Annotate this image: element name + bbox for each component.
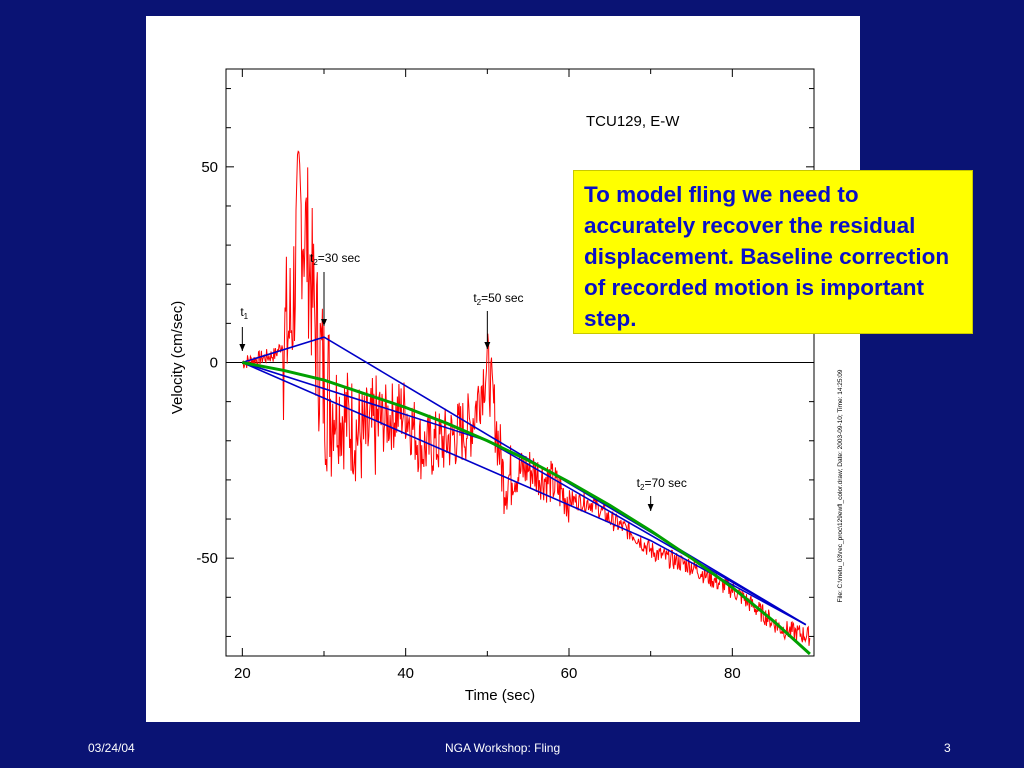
- chart-panel: 20 40 60 80 -50 0 50 Time (sec) Velocity (cm/sec…: [146, 16, 860, 722]
- footer-date: 03/24/04: [88, 741, 135, 755]
- y-tick-label: -50: [196, 550, 218, 567]
- time-marker-arrowhead: [647, 504, 654, 511]
- footer-title: NGA Workshop: Fling: [445, 741, 561, 755]
- time-marker-label: t2=70 sec: [637, 476, 687, 492]
- velocity-record-line: [241, 150, 811, 646]
- file-note: File: C:\metu_03\rec_proc\129ewfl_color.…: [837, 369, 844, 602]
- x-tick-label: 60: [561, 665, 578, 682]
- y-tick-label: 0: [210, 355, 218, 372]
- time-marker-label: t1: [240, 305, 248, 321]
- time-marker-label: t2=30 sec: [310, 251, 360, 267]
- time-marker-arrowhead: [484, 342, 491, 349]
- callout-text: To model fling we need to accurately rec…: [584, 182, 950, 331]
- y-tick-label: 50: [201, 159, 218, 176]
- time-marker-arrowhead: [239, 344, 246, 351]
- chart-title: TCU129, E-W: [586, 113, 680, 130]
- footer-page: 3: [944, 741, 951, 755]
- time-marker-label: t2=50 sec: [473, 291, 523, 307]
- x-axis-label: Time (sec): [465, 687, 535, 704]
- x-tick-label: 40: [397, 665, 414, 682]
- time-marker-arrowhead: [321, 319, 327, 326]
- quadratic-fit-curve: [242, 361, 811, 656]
- x-tick-label: 80: [724, 665, 741, 682]
- x-tick-label: 20: [234, 665, 251, 682]
- velocity-chart: 20 40 60 80 -50 0 50 Time (sec) Velocity (cm/sec…: [169, 68, 844, 704]
- baseline-fit-line: [241, 361, 807, 626]
- baseline-fit-line: [242, 361, 807, 626]
- y-axis-label: Velocity (cm/sec): [169, 301, 186, 414]
- callout-box: To model fling we need to accurately rec…: [573, 170, 973, 334]
